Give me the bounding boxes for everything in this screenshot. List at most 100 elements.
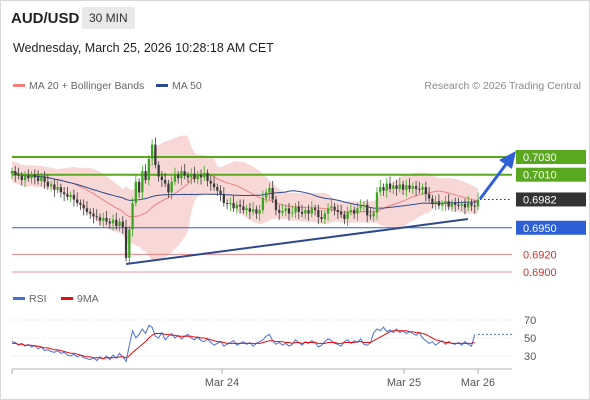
candle-body (372, 212, 375, 217)
candle (98, 213, 102, 226)
candle (225, 199, 229, 210)
candle (310, 201, 313, 218)
candle (252, 202, 255, 216)
candle (467, 195, 470, 211)
candle (20, 172, 23, 186)
candle (144, 164, 147, 184)
candle-body (362, 204, 366, 207)
candle (457, 197, 460, 210)
candle (401, 180, 405, 196)
candle (147, 155, 151, 186)
candle (385, 178, 388, 198)
candle (79, 199, 82, 211)
trend-line (125, 218, 469, 265)
candle (339, 204, 343, 219)
candle (268, 182, 271, 200)
candle (199, 169, 203, 185)
candle-body (434, 201, 437, 203)
candle-body (454, 203, 457, 205)
candle-body (333, 206, 336, 211)
candle (105, 210, 108, 226)
candle (62, 187, 66, 202)
candle-body (115, 219, 118, 226)
candle (216, 183, 219, 196)
candle (232, 195, 235, 212)
candle-body (229, 203, 232, 204)
candle-body (118, 221, 121, 226)
candle (411, 182, 414, 195)
level-label-0.6982: 0.6982 (523, 194, 557, 206)
candle-body (467, 203, 470, 208)
candle-body (121, 221, 124, 227)
level-box-0.6950 (516, 220, 586, 235)
candle-body (343, 214, 346, 219)
timeframe-badge[interactable]: 30 MIN (82, 7, 135, 29)
candle-body (147, 158, 151, 180)
legend-ma50-label: MA 50 (172, 80, 202, 92)
candle-body (258, 210, 261, 214)
candle-body (463, 203, 467, 208)
candle (405, 180, 408, 197)
candle (281, 203, 284, 217)
candle (297, 201, 300, 219)
candle-body (473, 205, 476, 207)
candle-body (141, 171, 144, 193)
candle-body (124, 226, 128, 258)
candle-body (339, 211, 343, 215)
candle (222, 187, 225, 207)
candle (193, 166, 196, 183)
candle-body (307, 210, 310, 214)
level-box-0.6982 (516, 192, 586, 207)
candle (164, 172, 167, 188)
candle-body (379, 187, 382, 193)
candle (460, 200, 463, 211)
candle (186, 172, 190, 183)
rsi-swatch (13, 296, 25, 300)
credit-text: Research © 2026 Trading Central (424, 80, 581, 92)
candle (473, 200, 476, 214)
candle (418, 181, 421, 194)
candle-body (216, 187, 219, 191)
ma9-swatch (61, 296, 73, 300)
candle-body (366, 204, 369, 216)
candle (408, 178, 411, 193)
candle-body (180, 171, 183, 179)
candle-body (196, 174, 199, 180)
symbol-title: AUD/USD (11, 10, 80, 27)
candle (463, 198, 467, 215)
candle (23, 171, 27, 188)
candle-body (388, 183, 392, 189)
x-tick-label: Mar 26 (461, 377, 495, 389)
legend-rsi-label: RSI (29, 293, 47, 305)
candle (49, 180, 53, 192)
ma20-line (11, 170, 479, 218)
level-label-0.6900: 0.6900 (523, 267, 557, 279)
candle-body (144, 171, 147, 180)
candle-body (470, 203, 473, 206)
candle (183, 164, 186, 180)
candle (203, 165, 206, 181)
level-label-0.6950: 0.6950 (523, 223, 557, 235)
projection-arrow-shaft (478, 162, 509, 200)
candle-body (450, 203, 454, 207)
candle-body (131, 203, 134, 230)
candle-body (278, 210, 281, 213)
candle (395, 180, 398, 196)
candle (245, 204, 248, 216)
timestamp: Wednesday, March 25, 2026 10:28:18 AM CE… (13, 41, 274, 55)
candle (346, 206, 349, 226)
candle-body (392, 185, 395, 189)
candle-body (385, 183, 388, 191)
candle-body (177, 174, 180, 179)
candle (326, 203, 330, 221)
legend-ma20: MA 20 + Bollinger Bands (13, 80, 144, 92)
level-0.6950: 0.6950 (12, 220, 586, 235)
level-0.6982: 0.6982 (480, 192, 586, 207)
candle (304, 206, 307, 219)
candle-body (206, 172, 209, 181)
candle-body (418, 188, 421, 190)
candle (137, 178, 141, 198)
candle-body (359, 206, 362, 209)
x-tick-label: Mar 24 (205, 377, 239, 389)
